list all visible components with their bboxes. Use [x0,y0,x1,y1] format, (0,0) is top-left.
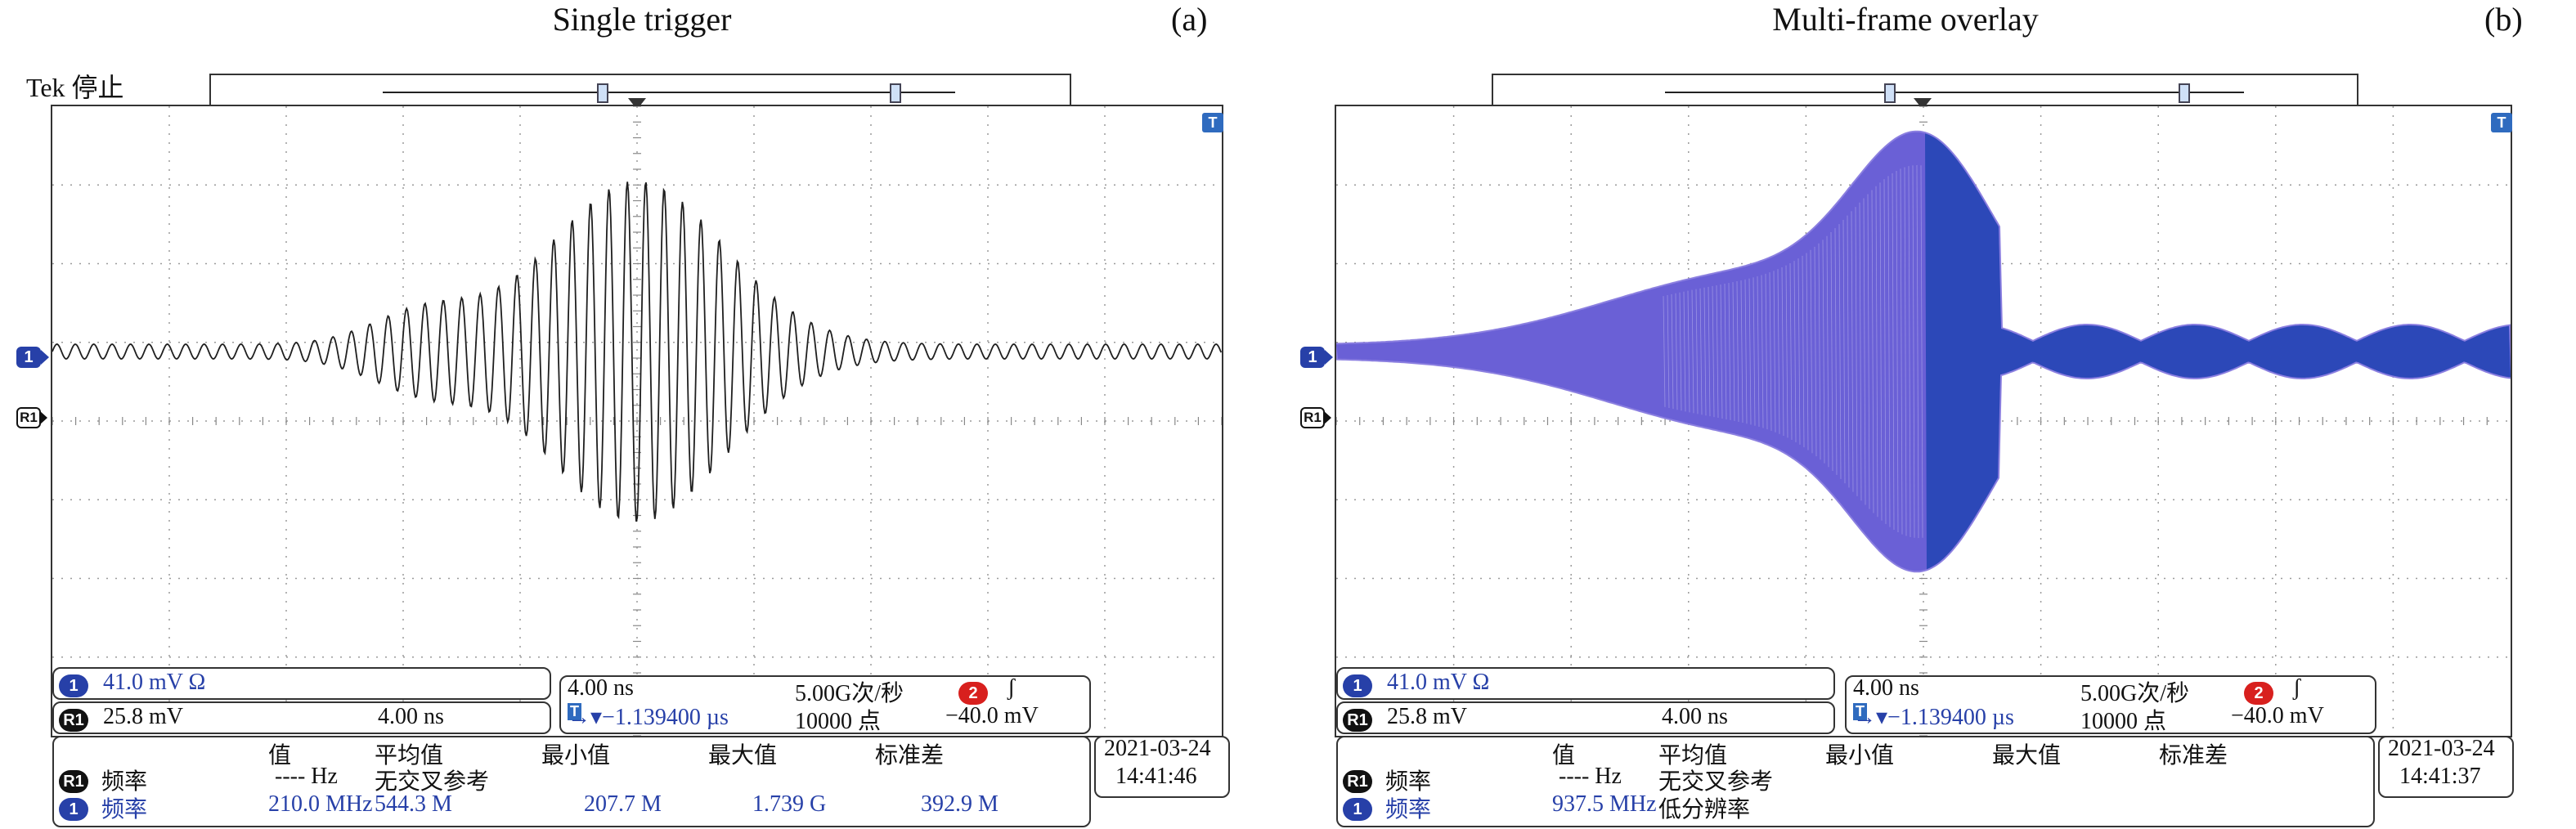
trigger-level: −40.0 mV [945,703,1039,728]
waveform-display [1336,106,2511,736]
status-text: Tek 停止 [26,73,124,102]
meas-ch1-mean: 544.3 M [375,791,452,817]
datetime-box: 2021-03-24 14:41:46 [1094,736,1230,798]
ref1-scale-box[interactable]: R1 25.8 mV 4.00 ns [52,701,551,734]
graticule [52,106,1222,736]
ch1-scale-value: 41.0 mV Ω [103,670,206,695]
record-view-marker[interactable] [597,83,608,103]
record-length: 10000 点 [2080,709,2167,734]
trigger-level-marker[interactable]: T [1202,113,1223,132]
ref1-level-marker[interactable]: R1 [16,407,47,428]
overlay-envelope [1336,132,2511,571]
measurement-box[interactable]: 值 平均值 最小值 最大值 标准差 R1 频率 ---- Hz 无交叉参考 1 … [1336,736,2375,827]
ref1-time-value: 4.00 ns [378,704,444,729]
meas-header-min: 最小值 [541,743,611,769]
ch1-badge: 1 [59,671,88,697]
date-text: 2021-03-24 [1104,736,1211,761]
overlay-envelope-dense [1925,133,2511,570]
ch1-level-marker[interactable]: 1 [16,347,49,368]
trigger-level-marker[interactable]: T [2491,113,2512,132]
trigger-slope: ʃ [2293,675,2301,701]
sample-rate: 5.00G次/秒 [2080,681,2190,706]
meas-header-min: 最小值 [1825,743,1895,769]
record-length: 10000 点 [795,709,882,734]
measurement-box[interactable]: 值 平均值 最小值 最大值 标准差 R1 频率 ---- Hz 无交叉参考 1 … [52,736,1091,827]
timebase-box[interactable]: 4.00 ns 5.00G次/秒 2 ʃ T →▾−1.139400 µs 100… [559,675,1091,734]
meas-ch1-min: 207.7 M [584,791,662,817]
meas-ch1-badge: 1 [59,795,88,821]
meas-r1-value: ---- Hz [275,764,338,789]
trigger-source: 2 [958,679,988,705]
ch1-scale-box[interactable]: 1 41.0 mV Ω [1336,667,1835,700]
meas-r1-label: 频率 [101,769,148,795]
record-view-marker[interactable] [1884,83,1896,103]
panel-letter: (b) [2484,1,2523,38]
meas-r1-value: ---- Hz [1559,764,1622,789]
ref1-scale-value: 25.8 mV [1387,704,1467,729]
meas-ch1-max: 1.739 G [752,791,827,817]
timebase-value: 4.00 ns [568,675,634,701]
ref1-level-marker[interactable]: R1 [1300,407,1331,428]
scope-screen[interactable] [51,105,1223,737]
sample-rate: 5.00G次/秒 [795,681,904,706]
meas-r1-badge: R1 [59,767,88,793]
waveform-display [52,106,1222,736]
panel-title: Multi-frame overlay [1772,1,2039,38]
meas-ch1-value: 937.5 MHz [1552,791,1657,817]
meas-header-max: 最大值 [1992,743,2062,769]
ref1-badge: R1 [59,706,88,732]
meas-r1-badge: R1 [1343,767,1372,793]
record-trigger-marker[interactable] [890,83,901,103]
meas-header-std: 标准差 [2159,743,2228,769]
ch1-badge: 1 [1343,671,1372,697]
ch1-scale-box[interactable]: 1 41.0 mV Ω [52,667,551,700]
meas-header-value: 值 [1552,743,1576,769]
meas-ch1-label: 频率 [101,797,148,822]
meas-header-value: 值 [268,743,292,769]
timebase-value: 4.00 ns [1853,675,1919,701]
record-bar-line [383,92,955,93]
trigger-slope: ʃ [1008,675,1016,701]
meas-ch1-std: 392.9 M [921,791,999,817]
overlay-texture [1663,164,1923,539]
panel-a: Single trigger (a) Tek 停止 1 R1 T 1 41.0 … [0,0,1251,829]
ref1-time-value: 4.00 ns [1662,704,1728,729]
ref1-scale-box[interactable]: R1 25.8 mV 4.00 ns [1336,701,1835,734]
trigger-source: 2 [2244,679,2273,705]
meas-r1-mean: 无交叉参考 [375,769,490,795]
meas-r1-mean: 无交叉参考 [1658,769,1774,795]
meas-header-mean: 平均值 [375,743,444,769]
time-text: 14:41:46 [1115,764,1197,789]
meas-ch1-badge: 1 [1343,795,1372,821]
ref1-scale-value: 25.8 mV [103,704,183,729]
record-bar-line [1665,92,2244,93]
record-trigger-marker[interactable] [2179,83,2190,103]
ch1-level-marker[interactable]: 1 [1300,347,1333,368]
meas-ch1-value: 210.0 MHz [268,791,373,817]
timebase-box[interactable]: 4.00 ns 5.00G次/秒 2 ʃ T →▾−1.139400 µs 100… [1845,675,2376,734]
meas-r1-label: 频率 [1385,769,1432,795]
ch1-waveform [52,181,1222,522]
datetime-box: 2021-03-24 14:41:37 [2378,736,2514,798]
date-text: 2021-03-24 [2388,736,2495,761]
meas-header-max: 最大值 [708,743,778,769]
panel-title: Single trigger [552,1,732,38]
meas-header-mean: 平均值 [1658,743,1728,769]
scope-screen[interactable] [1335,105,2512,737]
trigger-level: −40.0 mV [2231,703,2324,728]
ch1-scale-value: 41.0 mV Ω [1387,670,1490,695]
panel-b: Multi-frame overlay (b) 1 R1 T 1 41.0 mV… [1284,0,2576,829]
meas-header-std: 标准差 [875,743,945,769]
ref1-badge: R1 [1343,706,1372,732]
panel-letter: (a) [1171,1,1208,38]
time-text: 14:41:37 [2399,764,2481,789]
meas-ch1-mean: 低分辨率 [1658,797,1751,822]
meas-ch1-label: 频率 [1385,797,1432,822]
